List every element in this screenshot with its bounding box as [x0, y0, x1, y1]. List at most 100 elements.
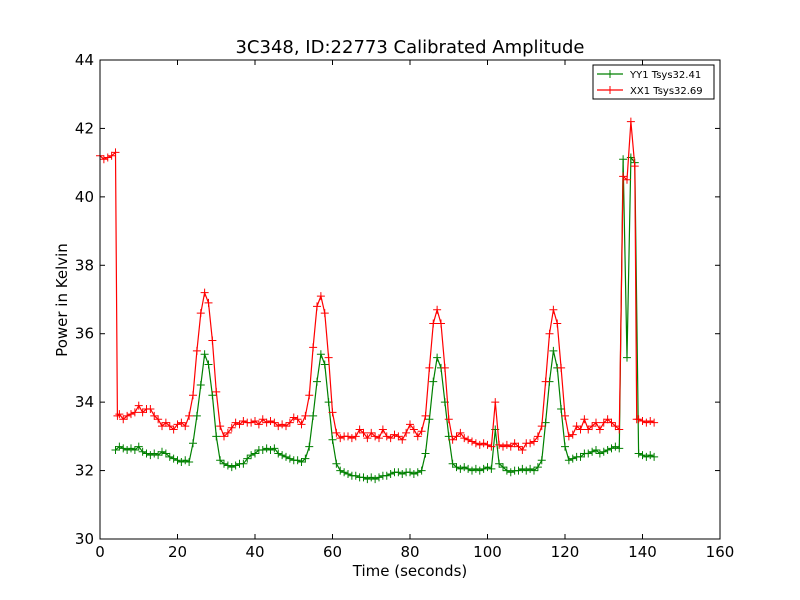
x-tick-label: 20 [168, 543, 187, 561]
data-point-marker [146, 451, 155, 460]
data-point-marker [394, 468, 403, 477]
y-tick-label: 40 [75, 188, 94, 206]
x-tick-label: 140 [628, 543, 657, 561]
data-point-marker [386, 434, 395, 443]
data-point-marker [479, 439, 488, 448]
x-tick-label: 100 [473, 543, 502, 561]
data-point-marker [487, 442, 496, 451]
data-point-marker [301, 411, 310, 420]
data-point-marker [557, 363, 566, 372]
data-point-marker [200, 288, 209, 297]
data-point-marker [165, 452, 174, 461]
data-point-marker [425, 415, 434, 424]
data-point-marker [464, 464, 473, 473]
data-point-marker [196, 381, 205, 390]
data-point-marker [499, 463, 507, 472]
data-point-marker [220, 459, 228, 468]
data-point-marker [533, 463, 542, 472]
data-point-marker [541, 377, 550, 386]
data-point-marker [161, 418, 170, 427]
data-point-marker [355, 425, 364, 434]
data-point-marker [313, 377, 321, 386]
data-point-marker [270, 444, 279, 453]
data-point-marker [417, 427, 426, 436]
data-point-marker [309, 343, 318, 352]
data-point-marker [351, 471, 360, 480]
legend-marker [606, 70, 614, 78]
data-point-marker [650, 452, 659, 461]
legend-marker [606, 86, 614, 94]
y-tick-label: 36 [75, 325, 94, 343]
data-point-marker [359, 473, 368, 482]
data-point-marker [398, 435, 407, 444]
data-point-marker [448, 435, 457, 444]
data-point-marker [123, 411, 132, 420]
data-point-marker [347, 434, 356, 443]
data-point-marker [471, 464, 480, 473]
x-tick-label: 80 [400, 543, 419, 561]
data-point-marker [200, 350, 209, 359]
data-point-marker [282, 422, 290, 431]
data-point-marker [305, 442, 314, 451]
data-point-marker [475, 466, 484, 475]
data-point-marker [247, 418, 256, 427]
data-point-marker [119, 415, 128, 424]
data-point-marker [99, 155, 108, 164]
data-point-marker [549, 305, 558, 314]
series-group [96, 117, 659, 455]
plot-area: 0 20 40 60 80 100 120 140 160 30 32 34 36 38 40 42 44 [75, 51, 734, 561]
data-point-marker [278, 451, 287, 460]
data-point-marker [192, 346, 201, 355]
data-point-marker [313, 302, 321, 311]
data-point-marker [127, 444, 135, 453]
legend-label: XX1 Tsys32.69 [630, 86, 703, 97]
data-point-marker [421, 411, 430, 420]
data-point-marker [475, 440, 484, 449]
data-point-marker [429, 319, 438, 328]
data-point-marker [111, 148, 120, 157]
data-point-marker [444, 415, 453, 424]
data-point-marker [522, 466, 531, 475]
data-point-marker [297, 458, 306, 467]
data-point-marker [316, 292, 325, 301]
data-point-marker [220, 432, 228, 441]
data-point-marker [626, 117, 635, 126]
data-point-marker [456, 428, 465, 437]
data-point-marker [324, 353, 333, 362]
data-point-marker [514, 466, 523, 475]
data-point-marker [243, 454, 252, 463]
data-point-marker [468, 437, 476, 446]
data-point-marker [595, 449, 604, 458]
x-tick-label: 160 [706, 543, 735, 561]
data-point-marker [499, 442, 507, 451]
data-point-marker [603, 446, 612, 455]
data-point-marker [518, 464, 527, 473]
data-point-marker [638, 451, 647, 460]
data-point-marker [134, 442, 143, 451]
data-point-marker [611, 442, 620, 451]
data-point-marker [185, 411, 194, 420]
data-point-marker [615, 425, 624, 434]
data-point-marker [394, 432, 403, 441]
x-tick-label: 120 [551, 543, 580, 561]
data-point-marker [123, 446, 132, 455]
data-point-marker [169, 425, 178, 434]
data-point-marker [367, 428, 376, 437]
y-tick-label: 34 [75, 393, 94, 411]
data-point-marker [425, 363, 434, 372]
data-point-marker [344, 432, 352, 441]
data-point-marker [421, 449, 430, 458]
data-point-marker [204, 298, 213, 307]
data-point-marker [584, 425, 593, 434]
data-point-marker [254, 420, 263, 429]
data-point-marker [320, 360, 329, 369]
data-point-marker [316, 350, 325, 359]
data-point-marker [247, 451, 256, 460]
data-point-marker [371, 475, 380, 484]
data-point-marker [239, 416, 248, 425]
data-point-marker [363, 475, 372, 484]
y-tick-label: 38 [75, 256, 94, 274]
data-point-marker [301, 454, 310, 463]
data-point-marker [328, 408, 337, 417]
data-point-marker [258, 415, 267, 424]
